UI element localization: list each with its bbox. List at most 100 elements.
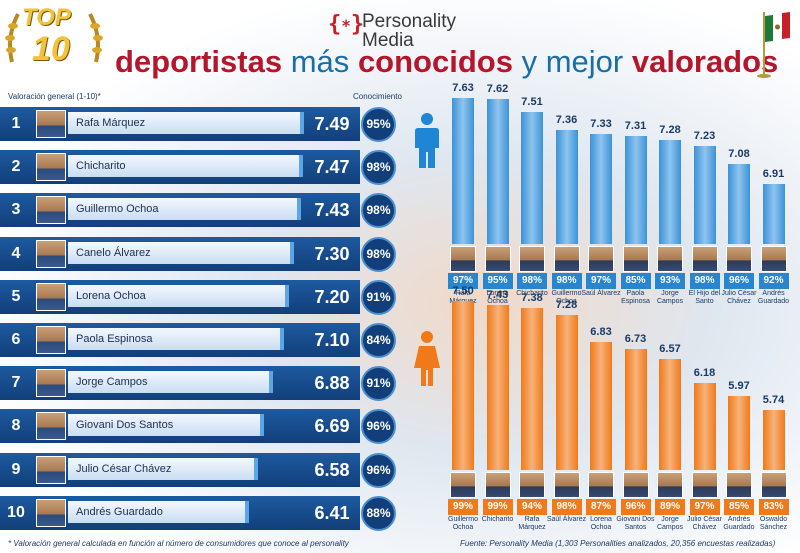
athlete-label: Guillermo Ochoa bbox=[551, 290, 582, 305]
ranking-row: 7 Jorge Campos 6.88 91% bbox=[0, 363, 408, 403]
athlete-photo bbox=[484, 246, 511, 272]
knowledge-value: 93% bbox=[655, 273, 685, 289]
bar-value: 5.74 bbox=[762, 394, 785, 406]
bar-value: 7.36 bbox=[555, 114, 578, 126]
rank-number: 3 bbox=[11, 201, 21, 219]
athlete-label: Rafa Márquez bbox=[518, 516, 546, 531]
female-person-icon bbox=[413, 330, 441, 388]
rating-value: 6.58 bbox=[314, 459, 350, 480]
badge-number: 10 bbox=[32, 30, 70, 68]
brand-icon: {*} bbox=[328, 12, 365, 37]
knowledge-badge: 96% bbox=[361, 409, 396, 445]
athlete-photo bbox=[588, 246, 614, 272]
bar-value: 7.63 bbox=[452, 81, 474, 94]
ranking-row: 10 Andrés Guardado 6.41 88% bbox=[0, 493, 408, 533]
bar bbox=[521, 112, 543, 244]
athlete-photo bbox=[622, 246, 649, 272]
athlete-label: Andrés Guardado bbox=[757, 290, 790, 305]
athlete-photo bbox=[760, 472, 787, 498]
athlete-photo bbox=[553, 472, 580, 498]
athlete-photo bbox=[726, 472, 752, 498]
athlete-photo bbox=[36, 110, 66, 138]
knowledge-badge: 98% bbox=[361, 193, 396, 229]
bar bbox=[762, 184, 785, 244]
footnote: * Valoración general calculada en funció… bbox=[8, 539, 349, 548]
athlete-photo bbox=[657, 472, 683, 498]
badge-top: TOP bbox=[22, 4, 71, 31]
rating-bar bbox=[68, 371, 274, 394]
knowledge-badge: 91% bbox=[361, 279, 396, 315]
athlete-label: Jorge Campos bbox=[656, 290, 684, 305]
athlete-photo bbox=[36, 153, 66, 182]
athlete-photo bbox=[760, 246, 787, 272]
athlete-label: Giovani Dos Santos bbox=[616, 516, 655, 531]
bar bbox=[452, 300, 474, 470]
ranking-row: 1 Rafa Márquez 7.49 95% bbox=[0, 104, 408, 144]
bar-value: 7.28 bbox=[659, 123, 681, 136]
rating-value: 7.43 bbox=[314, 200, 350, 221]
title-word: valorados bbox=[631, 44, 779, 79]
athlete-name: Lorena Ochoa bbox=[76, 289, 146, 302]
bar bbox=[486, 305, 509, 470]
rating-bar bbox=[68, 414, 264, 437]
athlete-photo bbox=[484, 472, 511, 498]
athlete-photo bbox=[36, 282, 66, 311]
bar bbox=[521, 308, 543, 470]
athlete-label: Lorena Ochoa bbox=[486, 290, 509, 305]
ranking-row: 3 Guillermo Ochoa 7.43 98% bbox=[0, 190, 408, 230]
athlete-name: Andrés Guardado bbox=[76, 505, 163, 518]
athlete-photo bbox=[36, 196, 66, 225]
bar bbox=[624, 348, 647, 470]
rating-bar bbox=[68, 457, 258, 480]
athlete-label: Andrés Guardado bbox=[723, 516, 755, 531]
rating-value: 6.69 bbox=[314, 416, 350, 437]
bar-value: 6.18 bbox=[693, 366, 716, 379]
knowledge-value: 85% bbox=[620, 273, 651, 289]
ranking-row: 2 Chicharito 7.47 98% bbox=[0, 147, 408, 187]
knowledge-badge: 95% bbox=[361, 107, 396, 142]
athlete-photo bbox=[622, 472, 649, 498]
bar-value: 7.33 bbox=[590, 117, 612, 130]
athlete-photo bbox=[36, 498, 66, 527]
athlete-photo bbox=[691, 246, 718, 272]
ranking-row: 9 Julio César Chávez 6.58 96% bbox=[0, 450, 408, 490]
knowledge-value: 96% bbox=[724, 273, 754, 289]
bar-value: 6.83 bbox=[590, 326, 612, 339]
athlete-name: Paola Espinosa bbox=[76, 333, 153, 345]
rank-number: 2 bbox=[11, 158, 21, 176]
bar bbox=[624, 136, 647, 244]
ranking-row: 6 Paola Espinosa 7.10 84% bbox=[0, 320, 408, 360]
knowledge-badge: 98% bbox=[361, 150, 396, 186]
knowledge-value: 97% bbox=[689, 499, 720, 515]
knowledge-value: 97% bbox=[448, 273, 478, 289]
knowledge-value: 97% bbox=[586, 273, 616, 289]
athlete-photo bbox=[450, 472, 476, 498]
brand-name-line1: Personality bbox=[362, 11, 456, 32]
athlete-label: Guillermo Ochoa bbox=[448, 516, 478, 531]
ranking-row: 5 Lorena Ochoa 7.20 91% bbox=[0, 277, 408, 317]
rating-value: 7.30 bbox=[314, 243, 350, 264]
knowledge-value: 92% bbox=[758, 273, 789, 289]
knowledge-value: 99% bbox=[482, 499, 513, 515]
bar-value: 7.23 bbox=[693, 129, 716, 142]
bar-value: 7.62 bbox=[486, 82, 509, 95]
title-word: conocidos bbox=[357, 44, 513, 79]
knowledge-value: 96% bbox=[620, 499, 651, 515]
rating-bar bbox=[68, 328, 285, 350]
title-word: más bbox=[290, 44, 350, 79]
knowledge-value: 83% bbox=[758, 499, 789, 515]
bar bbox=[728, 163, 750, 244]
athlete-photo bbox=[726, 246, 752, 272]
title-word: mejor bbox=[545, 44, 624, 79]
athlete-name: Chicharito bbox=[76, 160, 126, 173]
bar bbox=[659, 139, 681, 244]
source-note: Fuente: Personality Media (1,303 Persona… bbox=[460, 539, 776, 548]
athlete-label: Chicharito bbox=[481, 516, 514, 523]
rank-number: 4 bbox=[11, 244, 21, 262]
athlete-name: Canelo Álvarez bbox=[76, 246, 151, 259]
athlete-photo bbox=[657, 246, 683, 272]
athlete-name: Rafa Márquez bbox=[76, 117, 146, 129]
bar bbox=[590, 342, 612, 470]
bar bbox=[486, 98, 509, 244]
bar bbox=[693, 382, 716, 470]
